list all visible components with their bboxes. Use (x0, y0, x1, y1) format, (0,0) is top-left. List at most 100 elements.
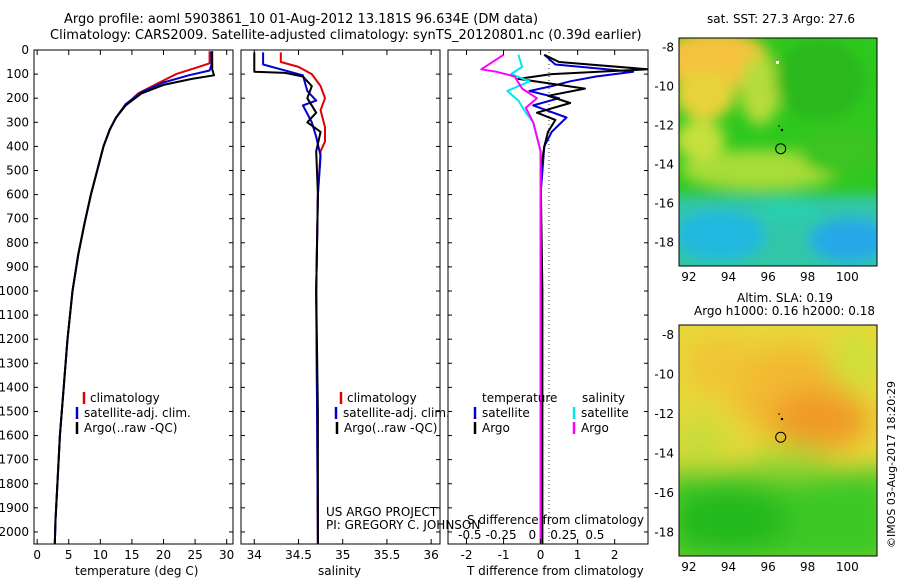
legend-s-argo: Argo (581, 421, 609, 435)
difference-plot-frame (447, 49, 649, 545)
map-y-tick-label: -16 (654, 486, 674, 500)
sla-patch (679, 490, 790, 550)
x-tick-label: 35 (335, 548, 350, 562)
map-x-tick-label: 100 (836, 560, 859, 574)
salinity-series-group (253, 52, 326, 544)
y-tick-label: 1000 (0, 284, 29, 298)
legend-t-argo: Argo (482, 421, 510, 435)
figure-title-line1: Argo profile: aoml 5903861_10 01-Aug-201… (64, 12, 539, 27)
x-tick-label: 0 (33, 548, 41, 562)
series-line-s-argo (480, 53, 542, 544)
y-tick-label: 300 (6, 115, 29, 129)
y-tick-label: 200 (6, 91, 29, 105)
legend-t-satellite: satellite (482, 406, 530, 420)
x-tick-label: 36 (424, 548, 439, 562)
difference-legend: temperature satellite Argo salinity sate… (473, 391, 629, 435)
series-line-t-argo (517, 53, 648, 544)
difference-xlabel: T difference from climatology (466, 564, 644, 578)
legend-climatology: climatology (90, 391, 160, 405)
credit-project: US ARGO PROJECT (326, 505, 438, 519)
map-y-tick-label: -12 (654, 407, 674, 421)
figure-title-line2: Climatology: CARS2009. Satellite-adjuste… (50, 28, 642, 43)
y-tick-label: 1400 (0, 380, 29, 394)
y-tick-label: 0 (21, 43, 29, 57)
legend-argo: Argo(..raw -QC) (84, 421, 177, 435)
x-tick-label: 30 (219, 548, 234, 562)
x-tick-label: 20 (156, 548, 171, 562)
x-tick-label: 34 (247, 548, 262, 562)
imos-timestamp: ©IMOS 03-Aug-2017 18:20:29 (885, 381, 898, 548)
sst-track-dot (778, 125, 780, 127)
sla-track-dot (780, 417, 784, 421)
sst-map-frame (678, 37, 878, 267)
map-x-tick-label: 96 (760, 560, 775, 574)
sst-patch (800, 125, 877, 175)
map-y-tick-label: -8 (662, 328, 674, 342)
x-tick-label: -1 (498, 548, 510, 562)
series-line-argo-raw-qc- (253, 52, 322, 544)
sla-patch (750, 445, 830, 475)
y-tick-label: 1500 (0, 404, 29, 418)
sla-patch (685, 335, 755, 395)
sst-map: sat. SST: 27.3 Argo: 27.6 (678, 12, 878, 267)
temperature-legend: climatology satellite-adj. clim. Argo(..… (75, 391, 191, 435)
map-x-tick-label: 92 (681, 270, 696, 284)
map-y-tick-label: -10 (654, 367, 674, 381)
sst-patch (810, 218, 877, 262)
map-x-tick-label: 94 (721, 270, 736, 284)
y-tick-label: 1300 (0, 356, 29, 370)
legend-climatology: climatology (347, 391, 417, 405)
sst-patch (679, 120, 725, 160)
y-tick-label: 1800 (0, 477, 29, 491)
legend-satellite: satellite-adj. clim. (84, 406, 191, 420)
x-tick-label: 25 (187, 548, 202, 562)
map-x-tick-label: 100 (836, 270, 859, 284)
sla-patch (679, 415, 730, 465)
x-top-tick-label: 0 (529, 528, 537, 542)
map-y-tick-label: -14 (654, 446, 674, 460)
x-tick-label: 35.5 (374, 548, 401, 562)
y-tick-label: 1700 (0, 453, 29, 467)
sst-argo-marker (775, 143, 787, 155)
sst-track-dot (780, 128, 784, 132)
sst-patch (775, 40, 865, 120)
sst-patch (679, 70, 735, 120)
x-tick-label: -2 (461, 548, 473, 562)
credit-pi: PI: GREGORY C. JOHNSON (326, 518, 480, 532)
map-y-tick-label: -18 (654, 525, 674, 539)
y-tick-label: 1100 (0, 308, 29, 322)
map-y-tick-label: -8 (662, 41, 674, 55)
sla-patch (830, 330, 877, 390)
series-line-t-satellite (528, 54, 635, 544)
y-tick-label: 400 (6, 139, 29, 153)
series-line-argo-raw-qc- (53, 51, 215, 544)
x-tick-label: 34.5 (285, 548, 312, 562)
map-y-tick-label: -18 (654, 236, 674, 250)
sla-patch (770, 390, 870, 450)
map-x-tick-label: 94 (721, 560, 736, 574)
x-tick-label: 1 (574, 548, 582, 562)
x-top-tick-label: -0.25 (486, 528, 517, 542)
y-tick-label: 2000 (0, 525, 29, 539)
sst-patch (680, 150, 840, 190)
x-top-tick-label: 0.5 (585, 528, 604, 542)
x-tick-label: 5 (65, 548, 73, 562)
x-tick-label: 0 (537, 548, 545, 562)
sst-white-marker (776, 61, 779, 64)
y-tick-label: 900 (6, 260, 29, 274)
salinity-xlabel: salinity (318, 564, 361, 578)
sst-patch (679, 210, 765, 260)
temperature-xlabel: temperature (deg C) (75, 564, 198, 578)
legend-temperature-title: temperature (482, 391, 557, 405)
map-x-tick-label: 98 (800, 560, 815, 574)
sla-map: Altim. SLA: 0.19 Argo h1000: 0.16 h2000:… (678, 291, 878, 557)
y-tick-label: 1200 (0, 332, 29, 346)
series-line-climatology (53, 51, 211, 544)
y-tick-label: 1900 (0, 501, 29, 515)
temperature-series-group (53, 51, 215, 544)
y-tick-label: 700 (6, 212, 29, 226)
sla-map-subtitle: Argo h1000: 0.16 h2000: 0.18 (694, 304, 875, 318)
legend-argo: Argo(..raw -QC) (344, 421, 437, 435)
difference-series-group (480, 53, 648, 544)
